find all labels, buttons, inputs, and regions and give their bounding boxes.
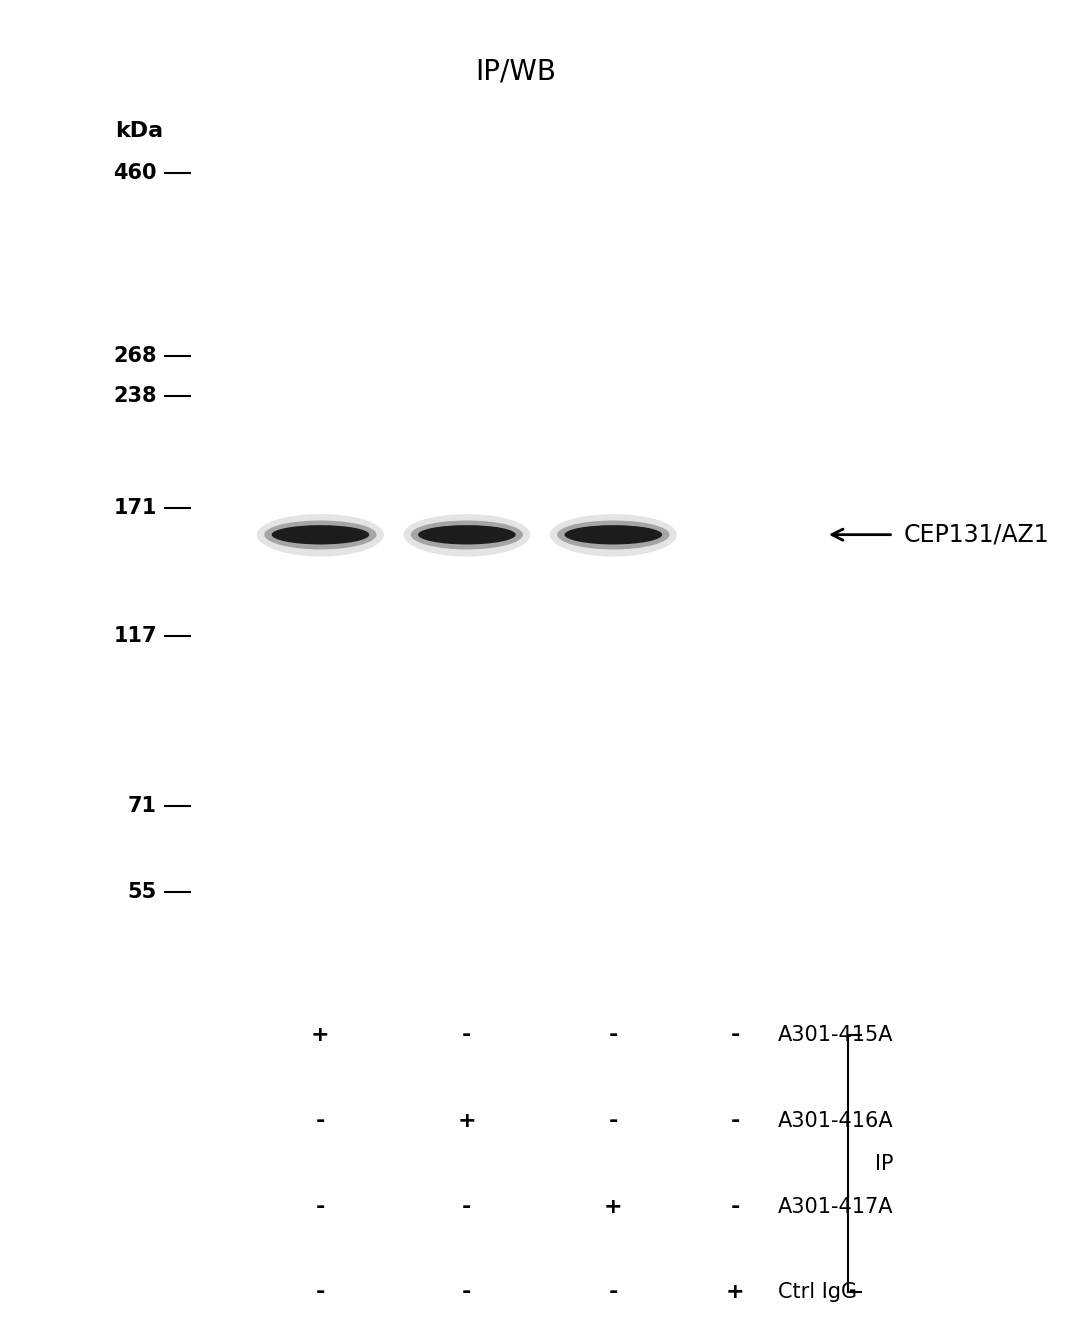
Text: +: + [311,1025,329,1045]
Text: +: + [726,1283,745,1303]
Text: IP/WB: IP/WB [475,58,556,86]
Ellipse shape [404,514,530,556]
Text: -: - [315,1283,325,1303]
Text: Ctrl IgG: Ctrl IgG [778,1283,858,1303]
Text: 71: 71 [129,795,157,815]
Text: -: - [609,1111,618,1131]
Ellipse shape [550,514,677,556]
Text: kDa: kDa [116,121,164,141]
Text: -: - [731,1025,740,1045]
Text: CEP131/AZ1: CEP131/AZ1 [904,522,1050,547]
Text: A301-416A: A301-416A [778,1111,894,1131]
Ellipse shape [418,525,516,544]
Text: 117: 117 [113,626,157,646]
Text: -: - [731,1111,740,1131]
Text: -: - [731,1197,740,1217]
Text: 460: 460 [113,163,157,183]
Text: -: - [315,1111,325,1131]
Text: 238: 238 [113,385,157,406]
Text: +: + [458,1111,476,1131]
Text: A301-417A: A301-417A [778,1197,893,1217]
Text: 55: 55 [127,882,157,902]
Ellipse shape [557,521,670,549]
Text: -: - [462,1283,472,1303]
Text: 268: 268 [113,345,157,365]
Text: 171: 171 [113,498,157,518]
Text: -: - [609,1025,618,1045]
Text: -: - [609,1283,618,1303]
Ellipse shape [257,514,383,556]
Ellipse shape [410,521,523,549]
Text: -: - [462,1025,472,1045]
Text: +: + [604,1197,623,1217]
Text: A301-415A: A301-415A [778,1025,893,1045]
Text: -: - [315,1197,325,1217]
Text: IP: IP [875,1154,893,1174]
Ellipse shape [565,525,662,544]
Ellipse shape [265,521,377,549]
Ellipse shape [272,525,369,544]
Text: -: - [462,1197,472,1217]
